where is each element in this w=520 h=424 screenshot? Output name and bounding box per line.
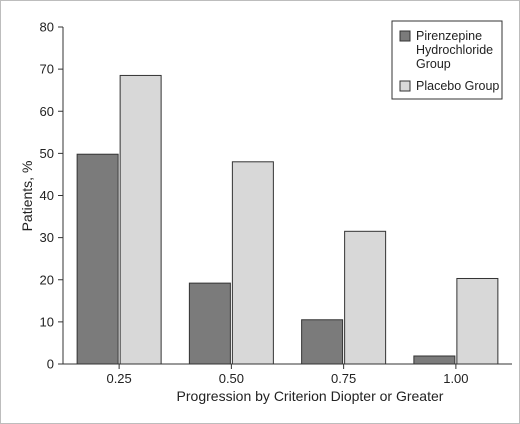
legend-swatch-placebo (399, 80, 411, 92)
y-tick-label: 30 (40, 230, 54, 245)
x-tick-label: 0.25 (106, 371, 131, 386)
bar-placebo-2 (344, 230, 387, 365)
legend-label-line: Placebo Group (416, 79, 499, 93)
axes-layer: 0.25 0.50 0.75 1.00 0 10 20 30 40 50 60 70 80 (40, 20, 512, 386)
bar-pirenzepine-1 (188, 282, 231, 365)
y-tick-label: 10 (40, 314, 54, 329)
legend-label-pirenzepine: Pirenzepine Hydrochloride Group (416, 29, 493, 71)
x-tick-label: 0.50 (219, 371, 244, 386)
legend-label-line: Pirenzepine (416, 29, 482, 43)
legend-label-line: Group (416, 57, 451, 71)
y-tick-label: 70 (40, 62, 54, 77)
y-tick-label: 50 (40, 146, 54, 161)
bar-placebo-0 (119, 74, 162, 365)
bar-placebo-1 (231, 161, 274, 365)
legend-label-placebo: Placebo Group (416, 79, 499, 93)
y-tick-label: 20 (40, 272, 54, 287)
bar-pirenzepine-2 (301, 319, 344, 365)
x-tick-label: 1.00 (443, 371, 468, 386)
y-tick-label: 40 (40, 188, 54, 203)
legend: Pirenzepine Hydrochloride Group Placebo Gro… (391, 20, 503, 100)
bar-pirenzepine-0 (76, 153, 119, 365)
x-axis-title: Progression by Criterion Diopter or Grea… (177, 388, 444, 404)
y-tick-label: 60 (40, 104, 54, 119)
bar-pirenzepine-3 (413, 355, 456, 365)
bar-placebo-3 (456, 277, 499, 365)
y-axis-title: Patients, % (19, 161, 35, 232)
x-tick-label: 0.75 (331, 371, 356, 386)
legend-swatch-pirenzepine (399, 30, 411, 42)
bars-layer (76, 74, 499, 365)
y-tick-label: 80 (40, 20, 54, 35)
legend-label-line: Hydrochloride (416, 43, 493, 57)
y-tick-label: 0 (47, 357, 54, 372)
